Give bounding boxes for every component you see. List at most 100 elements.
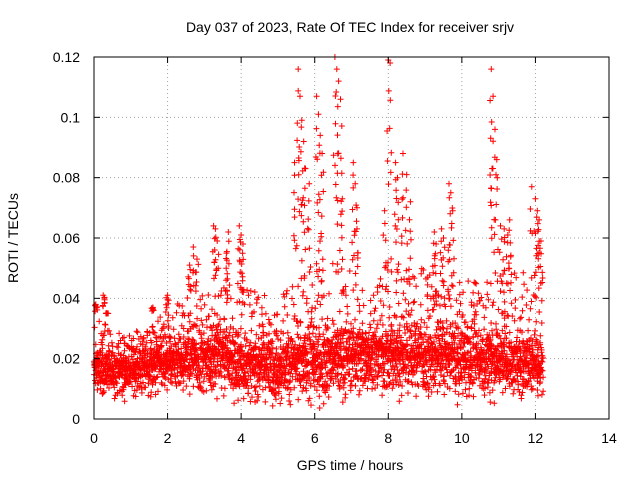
data-point — [505, 265, 512, 272]
data-point — [149, 323, 156, 330]
data-point — [350, 184, 357, 191]
data-point — [491, 249, 498, 256]
data-point — [330, 152, 337, 159]
data-point — [298, 376, 305, 383]
data-point — [335, 370, 341, 377]
data-point — [356, 308, 363, 315]
data-point — [272, 392, 278, 399]
data-point — [417, 301, 424, 308]
data-point — [240, 289, 247, 296]
data-point — [514, 372, 521, 379]
data-point — [395, 300, 402, 307]
data-point — [397, 378, 404, 385]
data-point — [306, 395, 313, 402]
data-point — [454, 401, 461, 408]
data-point — [488, 185, 494, 192]
data-point — [372, 333, 379, 340]
data-point — [371, 308, 378, 314]
data-point — [175, 331, 182, 338]
data-point — [193, 347, 200, 354]
data-point — [337, 345, 344, 352]
data-point — [256, 383, 263, 389]
data-point — [353, 368, 360, 374]
data-point — [278, 395, 285, 402]
data-point — [393, 195, 400, 202]
data-point — [275, 390, 282, 397]
data-point — [236, 298, 243, 305]
data-point — [276, 384, 282, 391]
data-point — [405, 300, 412, 307]
data-point — [246, 342, 253, 349]
data-point — [531, 272, 538, 279]
data-point — [406, 266, 412, 273]
data-point — [431, 338, 437, 345]
data-point — [337, 155, 344, 162]
data-point — [488, 66, 495, 73]
data-point — [418, 270, 425, 277]
data-point — [532, 195, 539, 202]
data-point — [349, 330, 356, 337]
data-point — [489, 387, 496, 394]
data-point — [247, 288, 254, 294]
data-point — [159, 381, 166, 388]
data-point — [255, 294, 262, 301]
data-point — [239, 299, 246, 306]
data-point — [411, 320, 418, 326]
data-point — [177, 335, 184, 342]
data-point — [245, 385, 252, 392]
data-point — [183, 383, 190, 390]
data-point — [428, 389, 435, 395]
data-point — [424, 293, 431, 300]
data-point — [502, 385, 509, 392]
data-point — [539, 269, 546, 276]
data-point — [395, 216, 402, 223]
data-point — [424, 380, 431, 387]
data-point — [308, 308, 315, 315]
data-point — [303, 387, 310, 394]
data-point — [148, 339, 155, 346]
data-point — [537, 375, 544, 381]
data-point — [412, 339, 419, 346]
data-point — [295, 196, 302, 203]
data-point — [306, 375, 313, 382]
data-point — [334, 132, 341, 139]
data-point — [538, 297, 545, 304]
data-point — [96, 349, 103, 355]
data-point — [443, 317, 450, 324]
data-point — [332, 162, 338, 169]
data-point — [446, 180, 452, 187]
data-point — [341, 375, 348, 382]
data-point — [507, 369, 514, 376]
data-point — [254, 397, 261, 404]
data-point — [360, 302, 367, 309]
data-point — [348, 320, 354, 327]
data-point — [388, 149, 395, 156]
data-point — [367, 297, 374, 304]
data-point — [207, 337, 214, 344]
data-point — [519, 329, 525, 336]
data-point — [374, 353, 381, 360]
data-point — [223, 248, 230, 255]
data-point — [338, 222, 345, 229]
data-point — [482, 385, 489, 392]
data-point — [214, 362, 221, 369]
data-point — [396, 373, 403, 380]
data-point — [493, 320, 499, 327]
data-point — [504, 232, 511, 238]
data-point — [494, 174, 501, 181]
data-point — [295, 396, 302, 403]
data-point — [349, 256, 356, 263]
data-point — [396, 322, 403, 329]
data-point — [484, 291, 491, 298]
data-point — [142, 384, 149, 391]
data-point — [536, 245, 543, 252]
data-point — [509, 313, 516, 320]
data-point — [536, 309, 543, 315]
data-point — [194, 315, 201, 322]
data-point — [473, 311, 480, 318]
data-point — [225, 260, 232, 267]
data-point — [491, 400, 498, 407]
data-point — [280, 317, 287, 324]
data-point — [283, 363, 290, 370]
